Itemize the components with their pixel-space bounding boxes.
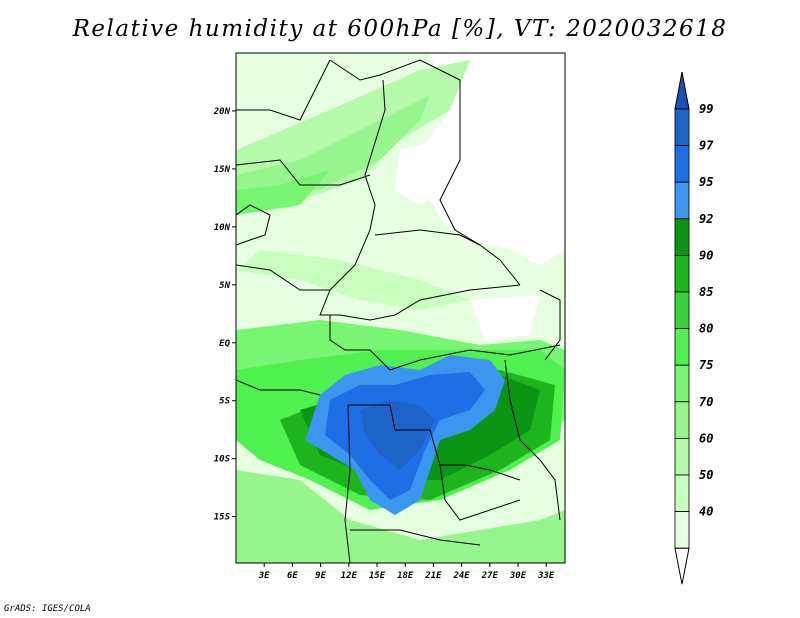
lon-tick-label: 9E [315,571,326,581]
lat-tick-label: 10N [214,223,231,233]
colorbar-bottom-arrow [674,547,690,585]
country-borders [236,59,561,563]
colorbar-label: 90 [699,248,713,262]
lon-tick-label: 27E [481,571,499,581]
humidity-field [236,53,565,563]
lat-tick-label: 5N [219,281,230,291]
colorbar-swatch [674,401,690,439]
lat-tick-label: 15S [214,513,231,523]
colorbar-label: 40 [699,505,713,519]
lat-tick-label: 15N [214,165,231,175]
colorbar-swatch [674,181,690,220]
colorbar-swatch [674,364,690,403]
colorbar-top-arrow [674,71,690,110]
lon-tick-label: 12E [341,571,358,581]
lon-tick-label: 18E [397,571,414,581]
colorbar-swatch [674,474,690,512]
colorbar-label: 99 [699,102,713,116]
lon-tick-label: 21E [424,571,442,581]
colorbar-label: 85 [699,285,713,299]
colorbar-swatch [674,291,690,329]
lon-tick-label: 24E [452,571,470,581]
lon-tick-label: 33E [537,571,555,581]
colorbar-swatch [674,437,690,476]
lon-tick-label: 30E [509,571,527,581]
lat-tick-label: 20N [213,107,231,117]
lat-tick-label: EQ [219,339,230,349]
lon-tick-label: 3E [258,571,270,581]
colorbar-label: 70 [699,395,713,409]
colorbar: 99 97 95 92 90 85 80 75 70 60 50 40 [674,71,714,585]
lat-tick-label: 5S [219,397,230,407]
colorbar-swatch [674,254,690,293]
lon-tick-label: 6E [287,571,298,581]
lon-tick-label: 15E [369,571,386,581]
colorbar-swatch [674,328,690,366]
longitude-axis: 3E 6E 9E 12E 15E 18E 21E 24E 27E 30E 33E [258,563,555,581]
colorbar-swatch [674,218,690,256]
colorbar-label: 75 [699,358,713,372]
colorbar-label: 60 [699,431,713,445]
lat-tick-label: 10S [214,455,231,465]
colorbar-label: 50 [699,468,713,482]
colorbar-label: 95 [699,175,713,189]
colorbar-swatch [674,108,690,146]
latitude-axis: 20N 15N 10N 5N EQ 5S 10S 15S [213,107,236,523]
colorbar-label: 97 [699,139,714,153]
plot-frame [235,52,566,564]
colorbar-swatch [674,511,690,549]
colorbar-label: 92 [699,212,713,226]
grads-credit: GrADS: IGES/COLA [4,604,91,614]
colorbar-label: 80 [699,322,713,336]
map-title: Relative humidity at 600hPa [%], VT: 202… [72,16,728,42]
colorbar-swatch [674,145,690,183]
